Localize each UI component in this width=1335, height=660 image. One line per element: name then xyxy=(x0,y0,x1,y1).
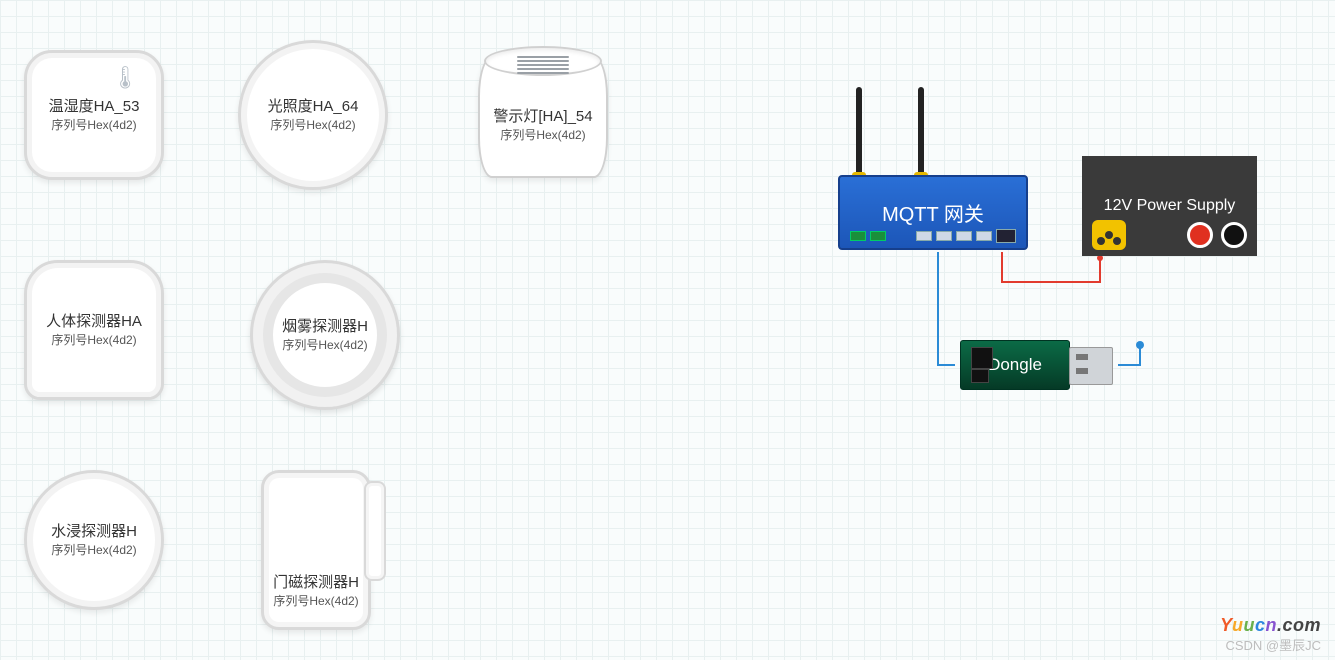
sensor-pir[interactable]: 人体探测器HA 序列号Hex(4d2) xyxy=(24,260,164,400)
sensor-label: 温湿度HA_53 xyxy=(49,98,140,116)
usb-port-icon xyxy=(976,231,992,241)
sensor-sub: 序列号Hex(4d2) xyxy=(51,541,136,558)
sensor-water[interactable]: 水浸探测器H 序列号Hex(4d2) xyxy=(24,470,164,610)
usb-dongle[interactable]: Dongle xyxy=(960,340,1070,390)
ac-socket-icon xyxy=(1092,220,1126,250)
antenna-icon xyxy=(856,87,862,182)
gateway-label: MQTT 网关 xyxy=(882,198,984,227)
wire-gateway-to-dongle xyxy=(938,252,955,365)
sensor-label: 烟雾探测器H xyxy=(282,318,368,336)
sensor-label: 门磁探测器H xyxy=(273,574,359,592)
sensor-alarm-lamp[interactable]: 警示灯[HA]_54 序列号Hex(4d2) xyxy=(478,56,608,178)
sensor-sub: 序列号Hex(4d2) xyxy=(51,116,136,133)
ethernet-port-icon xyxy=(996,229,1016,243)
sensor-label: 光照度HA_64 xyxy=(268,98,359,116)
sensor-sub: 序列号Hex(4d2) xyxy=(500,126,585,143)
antenna-icon xyxy=(918,87,924,182)
wire-layer xyxy=(0,0,1335,660)
door-magnet-icon xyxy=(364,481,386,581)
sensor-sub: 序列号Hex(4d2) xyxy=(270,116,355,133)
usb-plug-icon xyxy=(1069,347,1113,385)
watermark-attribution: CSDN @墨辰JC xyxy=(1225,635,1321,654)
vent-icon xyxy=(517,54,569,74)
sensor-label: 人体探测器HA xyxy=(46,313,142,331)
usb-port-icon xyxy=(956,231,972,241)
usb-port-icon xyxy=(916,231,932,241)
port-row xyxy=(850,228,1016,244)
wire-dongle-usb-loop xyxy=(1118,345,1140,365)
terminal-positive-icon xyxy=(1187,222,1213,248)
sensor-label: 警示灯[HA]_54 xyxy=(493,108,592,126)
watermark-logo: Yuucn.com xyxy=(1220,615,1321,636)
usb-port-icon xyxy=(936,231,952,241)
sensor-sub: 序列号Hex(4d2) xyxy=(51,331,136,348)
wire-psu-to-gateway xyxy=(1002,252,1100,282)
sensor-door[interactable]: 门磁探测器H 序列号Hex(4d2) xyxy=(261,470,371,630)
sensor-light[interactable]: 光照度HA_64 序列号Hex(4d2) xyxy=(238,40,388,190)
psu-label: 12V Power Supply xyxy=(1094,189,1246,223)
terminal-negative-icon xyxy=(1221,222,1247,248)
sensor-sub: 序列号Hex(4d2) xyxy=(282,336,367,353)
dongle-label: Dongle xyxy=(988,355,1042,375)
terminal-port-icon xyxy=(850,231,866,241)
sensor-sub: 序列号Hex(4d2) xyxy=(273,592,358,609)
sensor-label: 水浸探测器H xyxy=(51,523,137,541)
power-supply[interactable]: 12V Power Supply xyxy=(1082,156,1257,256)
chip-icon xyxy=(971,347,993,369)
thermometer-icon: 🌡 xyxy=(111,65,139,91)
mqtt-gateway[interactable]: MQTT 网关 xyxy=(838,175,1028,250)
chip-icon xyxy=(971,369,989,383)
sensor-temp-humidity[interactable]: 🌡 温湿度HA_53 序列号Hex(4d2) xyxy=(24,50,164,180)
terminal-port-icon xyxy=(870,231,886,241)
sensor-smoke[interactable]: 烟雾探测器H 序列号Hex(4d2) xyxy=(250,260,400,410)
